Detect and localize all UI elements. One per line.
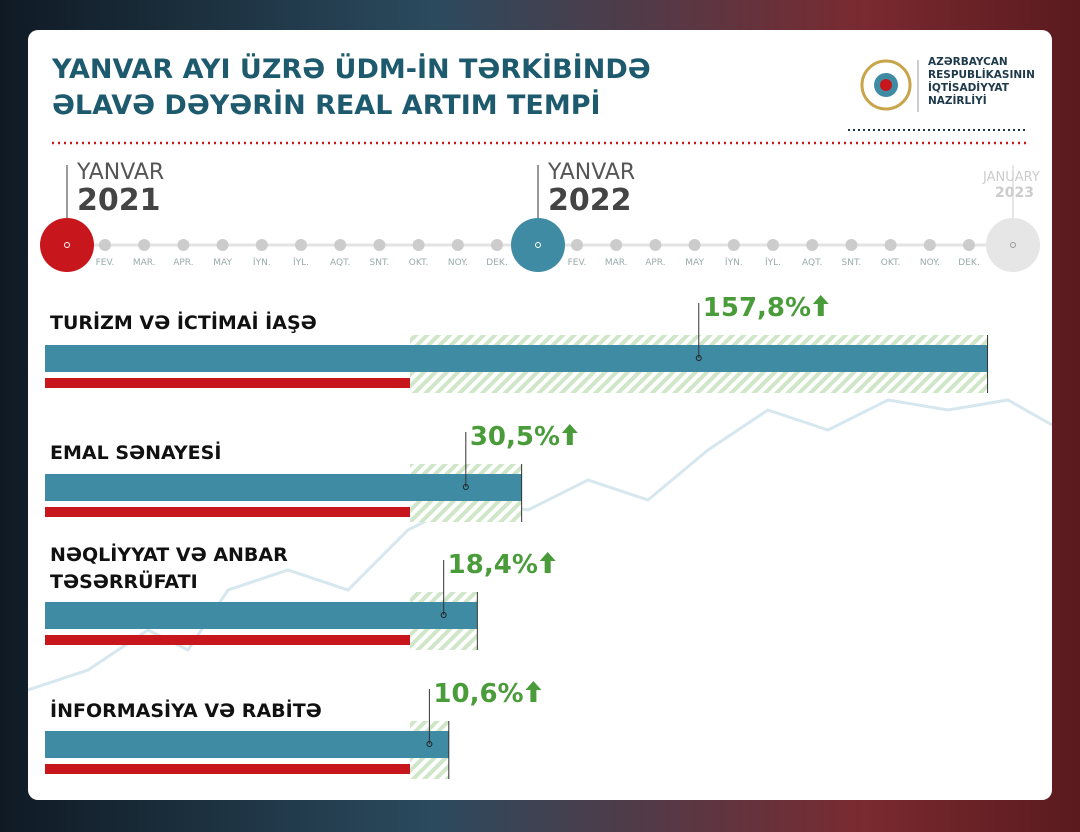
month-label: SNT. [369, 258, 390, 268]
bar-base [45, 731, 410, 758]
month-label: SNT. [841, 258, 862, 268]
title-line: YANVAR AYI ÜZRƏ ÜDM-İN TƏRKİBİNDƏ [52, 54, 651, 85]
year-number: 2022 [548, 183, 632, 218]
bar-previous [45, 378, 410, 388]
year-month: YANVAR [548, 160, 636, 185]
month-label: APR. [173, 258, 194, 268]
background-decoration [28, 59, 1052, 692]
year-number: 2021 [77, 183, 161, 218]
bar-previous [45, 635, 410, 645]
year-number: 2023 [995, 185, 1034, 201]
leader-dot [695, 355, 702, 361]
month-label: DEK. [486, 258, 508, 268]
timeline [40, 165, 1040, 272]
month-label: AQT. [802, 258, 823, 268]
month-label: OKT. [408, 258, 429, 268]
month-dot [727, 239, 740, 251]
month-dot [451, 239, 464, 251]
year-marker-dot [535, 242, 541, 248]
month-dot [99, 239, 111, 251]
month-label: MAR. [132, 258, 156, 268]
category-label: NƏQLİYYAT VƏ ANBAR TƏSƏRRÜFATI [50, 544, 288, 593]
up-arrow [539, 552, 556, 573]
title-line: ƏLAVƏ DƏYƏRİN REAL ARTIM TEMPİ [52, 90, 601, 121]
month-dot [255, 239, 268, 251]
year-marker [986, 218, 1040, 272]
month-label: APR. [645, 258, 666, 268]
month-label: OKT. [880, 258, 901, 268]
month-dot [216, 239, 229, 251]
year-month: YANVAR [77, 160, 165, 185]
month-dot [295, 239, 307, 251]
category-label: TURİZM VƏ İCTİMAİ İAŞƏ [50, 312, 317, 334]
month-dot [806, 239, 819, 251]
month-label: MAY [213, 258, 232, 268]
value-label: 157,8% [702, 293, 812, 323]
logo-line: RESPUBLİKASININ [928, 69, 1035, 81]
title: YANVAR AYI ÜZRƏ ÜDM-İN TƏRKİBİNDƏ ƏLAVƏ D… [52, 52, 651, 124]
logo-line: NAZİRLİYİ [928, 95, 987, 107]
logo-text: AZƏRBAYCAN RESPUBLİKASININ İQTİSADİYYAT NAZ… [928, 56, 1035, 108]
month-dot [373, 239, 386, 251]
logo-line: İQTİSADİYYAT [928, 82, 1009, 94]
bar-base [45, 474, 410, 501]
month-label: FEV. [567, 258, 587, 268]
chart [45, 295, 989, 779]
emblem [860, 59, 919, 112]
logo-line: AZƏRBAYCAN [928, 56, 1008, 68]
month-label: İYL. [292, 258, 310, 268]
leader-dot [426, 741, 433, 747]
month-dot [334, 239, 347, 251]
value-label: 10,6% [433, 679, 524, 709]
month-dot [963, 239, 975, 251]
year-marker [511, 218, 565, 272]
leader-dot [440, 612, 447, 618]
month-label: İYN. [724, 258, 743, 268]
month-dot [688, 239, 701, 251]
bg-line [28, 398, 1052, 692]
month-dot [412, 239, 425, 251]
month-dot [845, 239, 858, 251]
month-dot [571, 239, 583, 251]
month-label: NOY. [447, 258, 468, 268]
month-dot [177, 239, 190, 251]
month-label: FEV. [95, 258, 115, 268]
month-dot [649, 239, 662, 251]
month-label: NOY. [919, 258, 940, 268]
value-label: 18,4% [447, 550, 538, 580]
year-marker-dot [1010, 242, 1016, 248]
month-dot [923, 239, 936, 251]
bar-previous [45, 507, 410, 517]
up-arrow [561, 424, 578, 445]
category-label: İNFORMASİYA VƏ RABİTƏ [50, 700, 322, 722]
up-arrow [812, 295, 829, 316]
year-marker-dot [64, 242, 70, 248]
month-dot [610, 239, 623, 251]
month-label: DEK. [958, 258, 980, 268]
value-label: 30,5% [469, 422, 561, 452]
month-label: MAY [685, 258, 704, 268]
year-marker [40, 218, 94, 272]
month-label: İYN. [252, 258, 271, 268]
up-arrow [525, 681, 542, 702]
card: YANVAR AYI ÜZRƏ ÜDM-İN TƏRKİBİNDƏ ƏLAVƏ D… [28, 30, 1052, 800]
month-label: İYL. [764, 258, 782, 268]
month-label: MAR. [604, 258, 628, 268]
month-dot [884, 239, 897, 251]
bar-base [45, 602, 410, 629]
category-label: EMAL SƏNAYESİ [50, 442, 222, 464]
bar-previous [45, 764, 410, 774]
month-dot [491, 239, 503, 251]
month-dot [138, 239, 151, 251]
month-dot [767, 239, 779, 251]
bar-base [45, 345, 410, 372]
leader-dot [462, 484, 469, 490]
year-month: JANUARY [983, 170, 1040, 185]
month-label: AQT. [330, 258, 351, 268]
